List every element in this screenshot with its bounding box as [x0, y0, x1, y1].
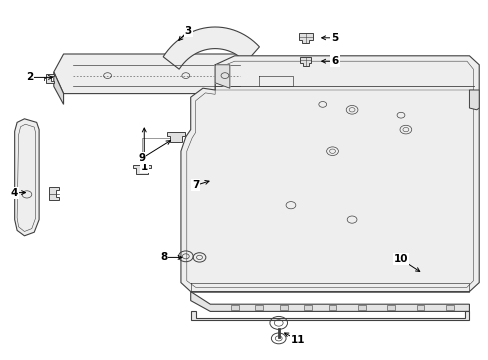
- Bar: [328, 305, 336, 310]
- Bar: [255, 305, 263, 310]
- Text: 3: 3: [184, 26, 191, 36]
- Text: 1: 1: [141, 162, 147, 172]
- Text: 10: 10: [393, 254, 407, 264]
- Polygon shape: [167, 132, 184, 142]
- Bar: [304, 305, 311, 310]
- Text: 5: 5: [331, 33, 338, 43]
- Text: 6: 6: [331, 56, 338, 66]
- Polygon shape: [215, 65, 229, 88]
- Polygon shape: [181, 56, 478, 292]
- Text: 11: 11: [290, 335, 305, 345]
- Text: 2: 2: [26, 72, 33, 82]
- Polygon shape: [54, 72, 63, 104]
- Polygon shape: [299, 57, 311, 66]
- Text: 4: 4: [11, 188, 19, 198]
- Polygon shape: [54, 54, 254, 94]
- Bar: [279, 305, 287, 310]
- Bar: [357, 305, 365, 310]
- Polygon shape: [133, 165, 150, 174]
- Text: 7: 7: [191, 180, 199, 190]
- Text: 9: 9: [138, 153, 145, 163]
- Polygon shape: [15, 119, 39, 236]
- Polygon shape: [468, 90, 478, 110]
- Polygon shape: [190, 292, 468, 311]
- Text: 8: 8: [160, 252, 167, 262]
- Polygon shape: [46, 74, 54, 83]
- Polygon shape: [163, 27, 259, 69]
- Polygon shape: [190, 311, 468, 320]
- Bar: [386, 305, 394, 310]
- Polygon shape: [298, 33, 312, 43]
- Bar: [416, 305, 424, 310]
- Polygon shape: [49, 187, 59, 200]
- Bar: [445, 305, 453, 310]
- Bar: [230, 305, 238, 310]
- Polygon shape: [244, 72, 254, 104]
